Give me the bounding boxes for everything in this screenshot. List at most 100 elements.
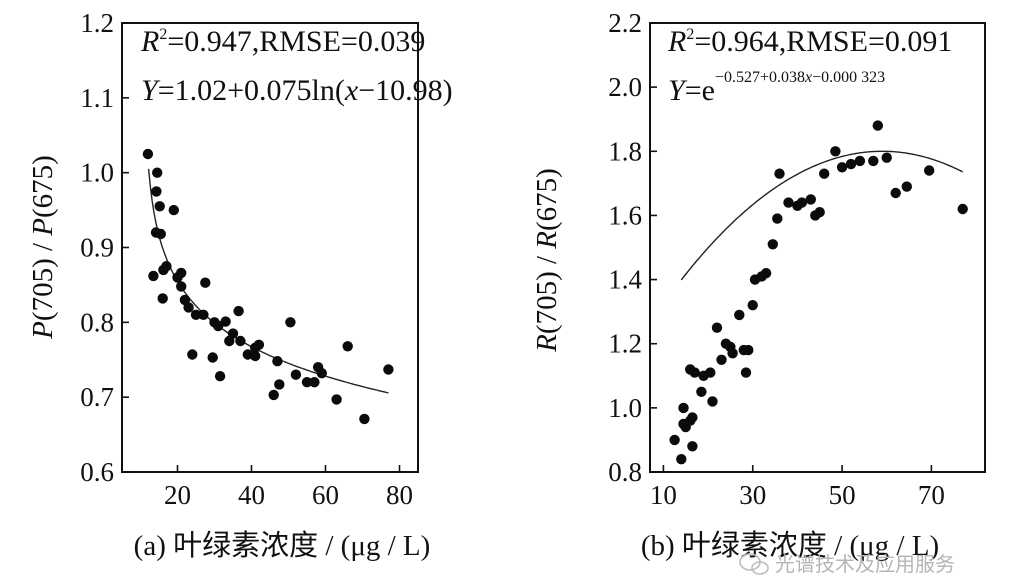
x-tick-label: 80	[386, 480, 413, 510]
svg-text:R(705) / R(675): R(705) / R(675)	[531, 168, 563, 353]
panel-b-axes-frame	[649, 22, 986, 473]
watermark-text: 光谱技术及应用服务	[775, 552, 955, 576]
data-point	[200, 277, 211, 288]
data-point	[890, 187, 901, 199]
data-point	[740, 367, 752, 378]
data-point	[687, 441, 698, 452]
data-point	[250, 350, 261, 362]
data-point	[316, 368, 327, 379]
panel-b-annotation-r2: R2=0.964,RMSE=0.091	[667, 25, 952, 58]
y-tick-label: 1.0	[80, 158, 114, 188]
data-point	[157, 293, 168, 304]
data-point	[854, 155, 866, 167]
data-point	[207, 352, 218, 363]
data-point	[743, 344, 754, 356]
data-point	[272, 356, 283, 367]
svg-text:P(705) / P(675): P(705) / P(675)	[27, 155, 59, 340]
x-tick-label: 20	[164, 480, 191, 510]
x-tick-label: 30	[739, 480, 766, 510]
data-point	[268, 389, 279, 401]
data-point	[957, 203, 968, 215]
data-point	[760, 268, 772, 279]
data-point	[152, 167, 163, 178]
panel-a: 0.6 0.7 0.8 0.9 1.0 1.1 1.2 20 40 60 80 P(705) / P…	[27, 8, 453, 562]
data-point	[214, 371, 226, 382]
data-point	[805, 194, 816, 205]
data-point	[705, 367, 716, 378]
y-label-end: (675)	[27, 155, 59, 218]
data-point	[696, 386, 707, 397]
data-point	[796, 197, 808, 208]
data-point	[301, 377, 313, 388]
data-point	[142, 148, 154, 160]
x-tick-label: 10	[650, 480, 677, 510]
panel-a-x-axis-label: (a) 叶绿素浓度 / (μg / L)	[134, 529, 431, 562]
data-point	[727, 348, 738, 359]
data-point	[669, 434, 680, 446]
data-point	[747, 300, 758, 311]
data-point	[154, 201, 165, 212]
data-point	[678, 402, 689, 414]
data-point	[881, 152, 892, 163]
panel-b: 0.8 1.0 1.2 1.4 1.6 1.8 2.0 2.2 10 30 50 70 R(705) …	[531, 8, 986, 562]
y-label-mid: (705) /	[27, 236, 59, 321]
x-tick-label: 60	[312, 480, 339, 510]
y-tick-label: 2.0	[608, 72, 642, 102]
data-point	[224, 335, 235, 347]
data-point	[274, 379, 285, 390]
data-point	[845, 158, 857, 170]
data-point	[924, 165, 935, 176]
y-tick-label: 1.2	[80, 8, 114, 38]
data-point	[198, 309, 209, 320]
y-label-var2: P	[27, 218, 59, 237]
data-point	[689, 367, 700, 378]
data-point	[783, 197, 794, 208]
data-point	[836, 162, 848, 173]
panel-a-annotation-r2: R2=0.947,RMSE=0.039	[140, 25, 425, 58]
data-point	[687, 412, 698, 423]
data-point	[716, 354, 727, 365]
data-point	[151, 186, 162, 197]
data-point	[772, 213, 783, 224]
y-tick-label: 1.2	[608, 329, 642, 359]
x-tick-label: 40	[238, 480, 265, 510]
data-point	[868, 155, 879, 167]
data-point	[331, 394, 342, 405]
wechat-icon	[739, 553, 769, 575]
y-tick-label: 1.1	[80, 83, 114, 113]
panel-b-annotation-equation: Y=e−0.527+0.038x−0.000 323	[668, 69, 885, 107]
data-point	[148, 270, 159, 282]
data-point	[707, 396, 718, 407]
data-point	[183, 302, 194, 313]
x-tick-label: 70	[918, 480, 945, 510]
data-point	[290, 369, 302, 380]
y-tick-label: 1.4	[608, 265, 642, 295]
data-point	[814, 207, 825, 218]
data-point	[383, 364, 394, 375]
data-point	[676, 454, 687, 465]
panel-b-points	[669, 120, 968, 465]
panel-a-ticks: 0.6 0.7 0.8 0.9 1.0 1.1 1.2 20 40 60 80	[80, 8, 413, 510]
panel-a-fit-curve	[147, 168, 389, 394]
data-point	[359, 413, 370, 425]
y-tick-label: 1.8	[608, 136, 642, 166]
data-point	[235, 335, 246, 347]
panel-a-points	[142, 148, 394, 425]
data-point	[830, 146, 841, 157]
data-point	[734, 309, 745, 321]
panel-a-y-axis-label: P(705) / P(675)	[27, 155, 59, 340]
y-tick-label: 2.2	[608, 8, 642, 38]
data-point	[819, 168, 830, 179]
data-point	[767, 239, 778, 250]
panel-b-x-axis-label: (b) 叶绿素浓度 / (μg / L)	[641, 529, 939, 562]
data-point	[872, 120, 883, 131]
data-point	[711, 322, 723, 333]
data-point	[176, 281, 187, 292]
y-tick-label: 1.6	[608, 200, 642, 230]
panel-b-y-axis-label: R(705) / R(675)	[531, 168, 563, 353]
data-point	[168, 204, 179, 216]
data-point	[309, 377, 320, 388]
data-point	[220, 316, 231, 327]
y-tick-label: 0.6	[80, 457, 114, 487]
